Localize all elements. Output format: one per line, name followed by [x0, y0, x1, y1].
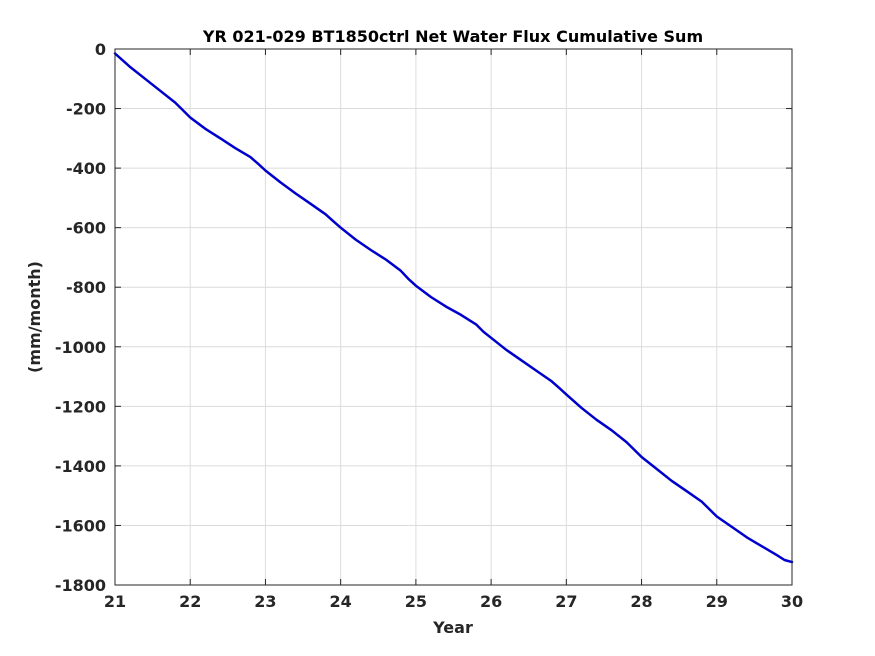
y-tick-label: 0: [95, 40, 106, 59]
x-tick-label: 28: [630, 592, 652, 611]
x-tick-label: 21: [104, 592, 126, 611]
x-tick-label: 27: [555, 592, 577, 611]
x-tick-label: 22: [179, 592, 201, 611]
y-tick-label: -1800: [55, 576, 106, 595]
y-tick-label: -800: [66, 278, 106, 297]
x-tick-label: 24: [330, 592, 352, 611]
x-tick-label: 29: [706, 592, 728, 611]
y-tick-label: -400: [66, 159, 106, 178]
y-tick-label: -200: [66, 100, 106, 119]
chart-title: YR 021-029 BT1850ctrl Net Water Flux Cum…: [202, 27, 703, 46]
y-tick-label: -1000: [55, 338, 106, 357]
x-axis-label: Year: [432, 618, 473, 637]
x-tick-label: 26: [480, 592, 502, 611]
y-axis-label: (mm/month): [25, 261, 44, 373]
series-line: [113, 52, 794, 564]
x-tick-label: 30: [781, 592, 803, 611]
y-tick-labels: 0 -200 -400 -600 -800 -1000 -1200 -1400 -1600 -18…: [55, 40, 106, 595]
plot-area: [115, 49, 792, 585]
series-group: [113, 52, 794, 564]
y-tick-label: -1400: [55, 457, 106, 476]
y-tick-label: -1600: [55, 516, 106, 535]
x-tick-labels: 21 22 23 24 25 26 27 28 29 30: [104, 592, 803, 611]
y-tick-label: -600: [66, 219, 106, 238]
x-tick-label: 23: [254, 592, 276, 611]
y-tick-label: -1200: [55, 397, 106, 416]
x-tick-label: 25: [405, 592, 427, 611]
tick-marks: [114, 48, 793, 586]
axes-frame: [114, 48, 793, 586]
